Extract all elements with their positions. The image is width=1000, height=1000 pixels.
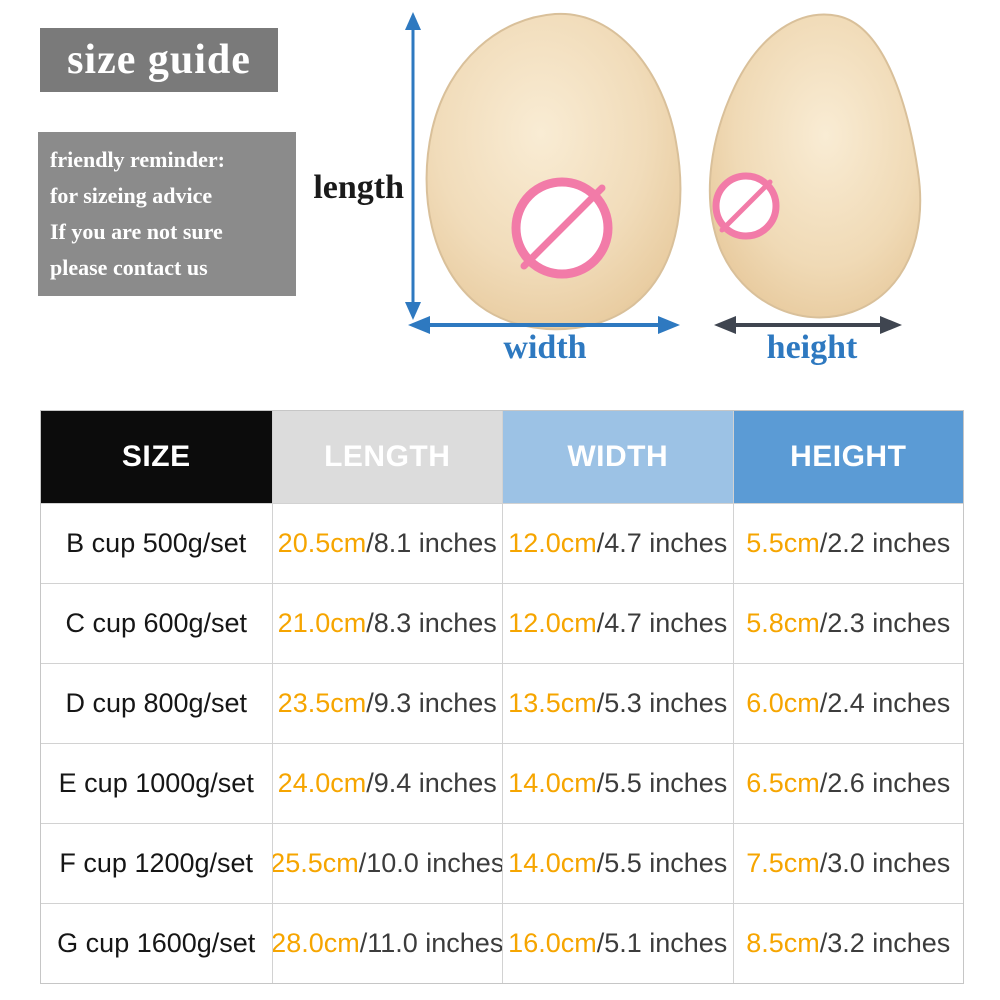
height-cm-value: 6.0cm: [746, 688, 820, 718]
height-cell: 6.5cm/2.6 inches: [732, 744, 964, 823]
size-cell: F cup 1200g/set: [41, 824, 272, 903]
length-cm-value: 25.5cm: [271, 848, 359, 878]
width-inch-value: /4.7 inches: [596, 608, 728, 638]
height-cm-value: 8.5cm: [746, 928, 820, 958]
length-arrow: [405, 12, 421, 320]
length-inch-value: /9.3 inches: [366, 688, 497, 718]
header-length: LENGTH: [271, 411, 502, 503]
width-cm-value: 14.0cm: [508, 848, 597, 878]
length-cm-value: 23.5cm: [277, 688, 367, 718]
length-inch-value: /8.3 inches: [366, 608, 497, 638]
width-inch-value: /5.3 inches: [596, 688, 728, 718]
height-inch-value: /2.6 inches: [819, 768, 951, 798]
width-cell: 14.0cm/5.5 inches: [502, 824, 733, 903]
height-cm-value: 7.5cm: [746, 848, 820, 878]
length-cm-value: 20.5cm: [277, 528, 367, 558]
length-cell: 21.0cm/8.3 inches: [271, 584, 503, 663]
length-cm-value: 24.0cm: [277, 768, 367, 798]
width-inch-value: /5.5 inches: [596, 768, 728, 798]
size-cell: C cup 600g/set: [41, 584, 272, 663]
height-inch-value: /2.2 inches: [819, 528, 951, 558]
height-cm-value: 5.5cm: [746, 528, 820, 558]
width-cm-value: 13.5cm: [508, 688, 597, 718]
size-value: C cup 600g/set: [65, 608, 248, 638]
length-inch-value: /11.0 inches: [359, 928, 502, 958]
size-cell: E cup 1000g/set: [41, 744, 272, 823]
length-cm-value: 21.0cm: [277, 608, 367, 638]
height-cell: 6.0cm/2.4 inches: [732, 664, 964, 743]
width-inch-value: /4.7 inches: [596, 528, 728, 558]
measurement-diagram: length width height: [313, 12, 922, 366]
length-cell: 20.5cm/8.1 inches: [271, 504, 503, 583]
length-cell: 28.0cm/11.0 inches: [271, 904, 502, 983]
width-label: width: [503, 329, 586, 366]
table-row: C cup 600g/set 21.0cm/8.3 inches 12.0cm /…: [41, 583, 963, 663]
height-inch-value: /3.0 inches: [819, 848, 951, 878]
size-value: G cup 1600g/set: [57, 928, 256, 958]
length-inch-value: /10.0 inches: [358, 848, 502, 878]
size-guide-badge: size guide: [40, 28, 278, 92]
censor-mark-side: [712, 172, 780, 240]
height-cm-value: 6.5cm: [746, 768, 820, 798]
table-row: E cup 1000g/set 24.0cm/9.4 inches 14.0cm…: [41, 743, 963, 823]
size-cell: D cup 800g/set: [41, 664, 272, 743]
length-label: length: [313, 169, 404, 206]
height-cell: 5.8cm/2.3 inches: [732, 584, 964, 663]
width-cm-value: 14.0cm: [508, 768, 597, 798]
width-inch-value: /5.5 inches: [596, 848, 728, 878]
width-cm-value: 12.0cm: [508, 528, 597, 558]
censor-mark-front: [511, 177, 613, 279]
size-table: SIZE LENGTH WIDTH HEIGHT B cup 500g/set …: [40, 410, 964, 984]
width-arrow: [408, 316, 680, 334]
breast-form-side: [708, 13, 922, 319]
reminder-line-2: for sizeing advice: [50, 183, 213, 208]
header-height: HEIGHT: [732, 411, 963, 503]
header-size: SIZE: [41, 411, 272, 503]
table-row: B cup 500g/set 20.5cm/8.1 inches 12.0cm /…: [41, 503, 963, 583]
width-cell: 12.0cm/4.7 inches: [502, 584, 733, 663]
length-cm-value: 28.0cm: [271, 928, 360, 958]
table-row: G cup 1600g/set 28.0cm/11.0 inches 16.0c…: [41, 903, 963, 983]
size-value: B cup 500g/set: [66, 528, 247, 558]
height-cell: 5.5cm/2.2 inches: [732, 504, 964, 583]
height-inch-value: /3.2 inches: [819, 928, 951, 958]
reminder-line-3: If you are not sure: [50, 219, 223, 244]
size-cell: B cup 500g/set: [41, 504, 272, 583]
size-table-body: B cup 500g/set 20.5cm/8.1 inches 12.0cm /…: [41, 503, 963, 983]
width-cell: 12.0cm/4.7 inches: [502, 504, 733, 583]
friendly-reminder-box: friendly reminder: for sizeing advice If…: [38, 132, 296, 296]
length-cell: 23.5cm/9.3 inches: [271, 664, 503, 743]
width-cm-value: 16.0cm: [508, 928, 597, 958]
height-cell: 8.5cm/3.2 inches: [732, 904, 964, 983]
table-row: D cup 800g/set 23.5cm/9.3 inches 13.5cm /…: [41, 663, 963, 743]
height-arrow: [714, 316, 902, 334]
reminder-line-4: please contact us: [50, 255, 208, 280]
width-cm-value: 12.0cm: [508, 608, 597, 638]
length-cell: 24.0cm/9.4 inches: [271, 744, 503, 823]
length-inch-value: /9.4 inches: [366, 768, 497, 798]
width-cell: 14.0cm/5.5 inches: [502, 744, 733, 823]
breast-form-front: [425, 12, 682, 331]
size-value: F cup 1200g/set: [59, 848, 254, 878]
width-inch-value: /5.1 inches: [596, 928, 728, 958]
width-cell: 16.0cm/5.1 inches: [502, 904, 733, 983]
size-guide-title: size guide: [67, 37, 251, 83]
length-inch-value: /8.1 inches: [366, 528, 497, 558]
size-value: D cup 800g/set: [65, 688, 248, 718]
size-cell: G cup 1600g/set: [41, 904, 272, 983]
width-cell: 13.5cm/5.3 inches: [502, 664, 733, 743]
height-label: height: [767, 329, 858, 366]
size-value: E cup 1000g/set: [58, 768, 254, 798]
header-width: WIDTH: [502, 411, 733, 503]
length-cell: 25.5cm/10.0 inches: [271, 824, 502, 903]
height-cell: 7.5cm/3.0 inches: [732, 824, 964, 903]
reminder-line-1: friendly reminder:: [50, 147, 225, 172]
height-inch-value: /2.3 inches: [819, 608, 951, 638]
size-table-header: SIZE LENGTH WIDTH HEIGHT: [41, 411, 963, 503]
height-inch-value: /2.4 inches: [819, 688, 951, 718]
height-cm-value: 5.8cm: [746, 608, 820, 638]
table-row: F cup 1200g/set 25.5cm/10.0 inches 14.0c…: [41, 823, 963, 903]
